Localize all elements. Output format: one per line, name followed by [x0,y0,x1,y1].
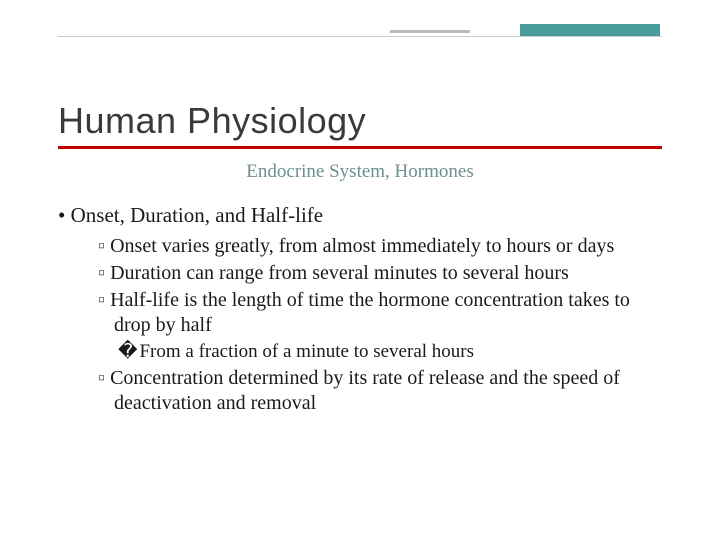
bullet-main: Onset, Duration, and Half-life [76,203,662,228]
bullet-sub-2: Duration can range from several minutes … [114,261,662,286]
decor-gray-line [58,36,662,37]
bullet-subsub-1: From a fraction of a minute to several h… [136,340,662,364]
slide-subtitle: Endocrine System, Hormones [58,161,662,183]
slide-title: Human Physiology [58,100,662,142]
bullet-sub-1: Onset varies greatly, from almost immedi… [114,234,662,259]
slide-content: Human Physiology Endocrine System, Hormo… [58,100,662,418]
title-underline [58,146,662,149]
bullet-sub-3: Half-life is the length of time the horm… [114,288,662,338]
bullet-sub-4: Concentration determined by its rate of … [114,366,662,416]
top-decoration [0,0,720,36]
decor-teal-bar [520,24,660,36]
decor-gray-bar [390,30,470,33]
